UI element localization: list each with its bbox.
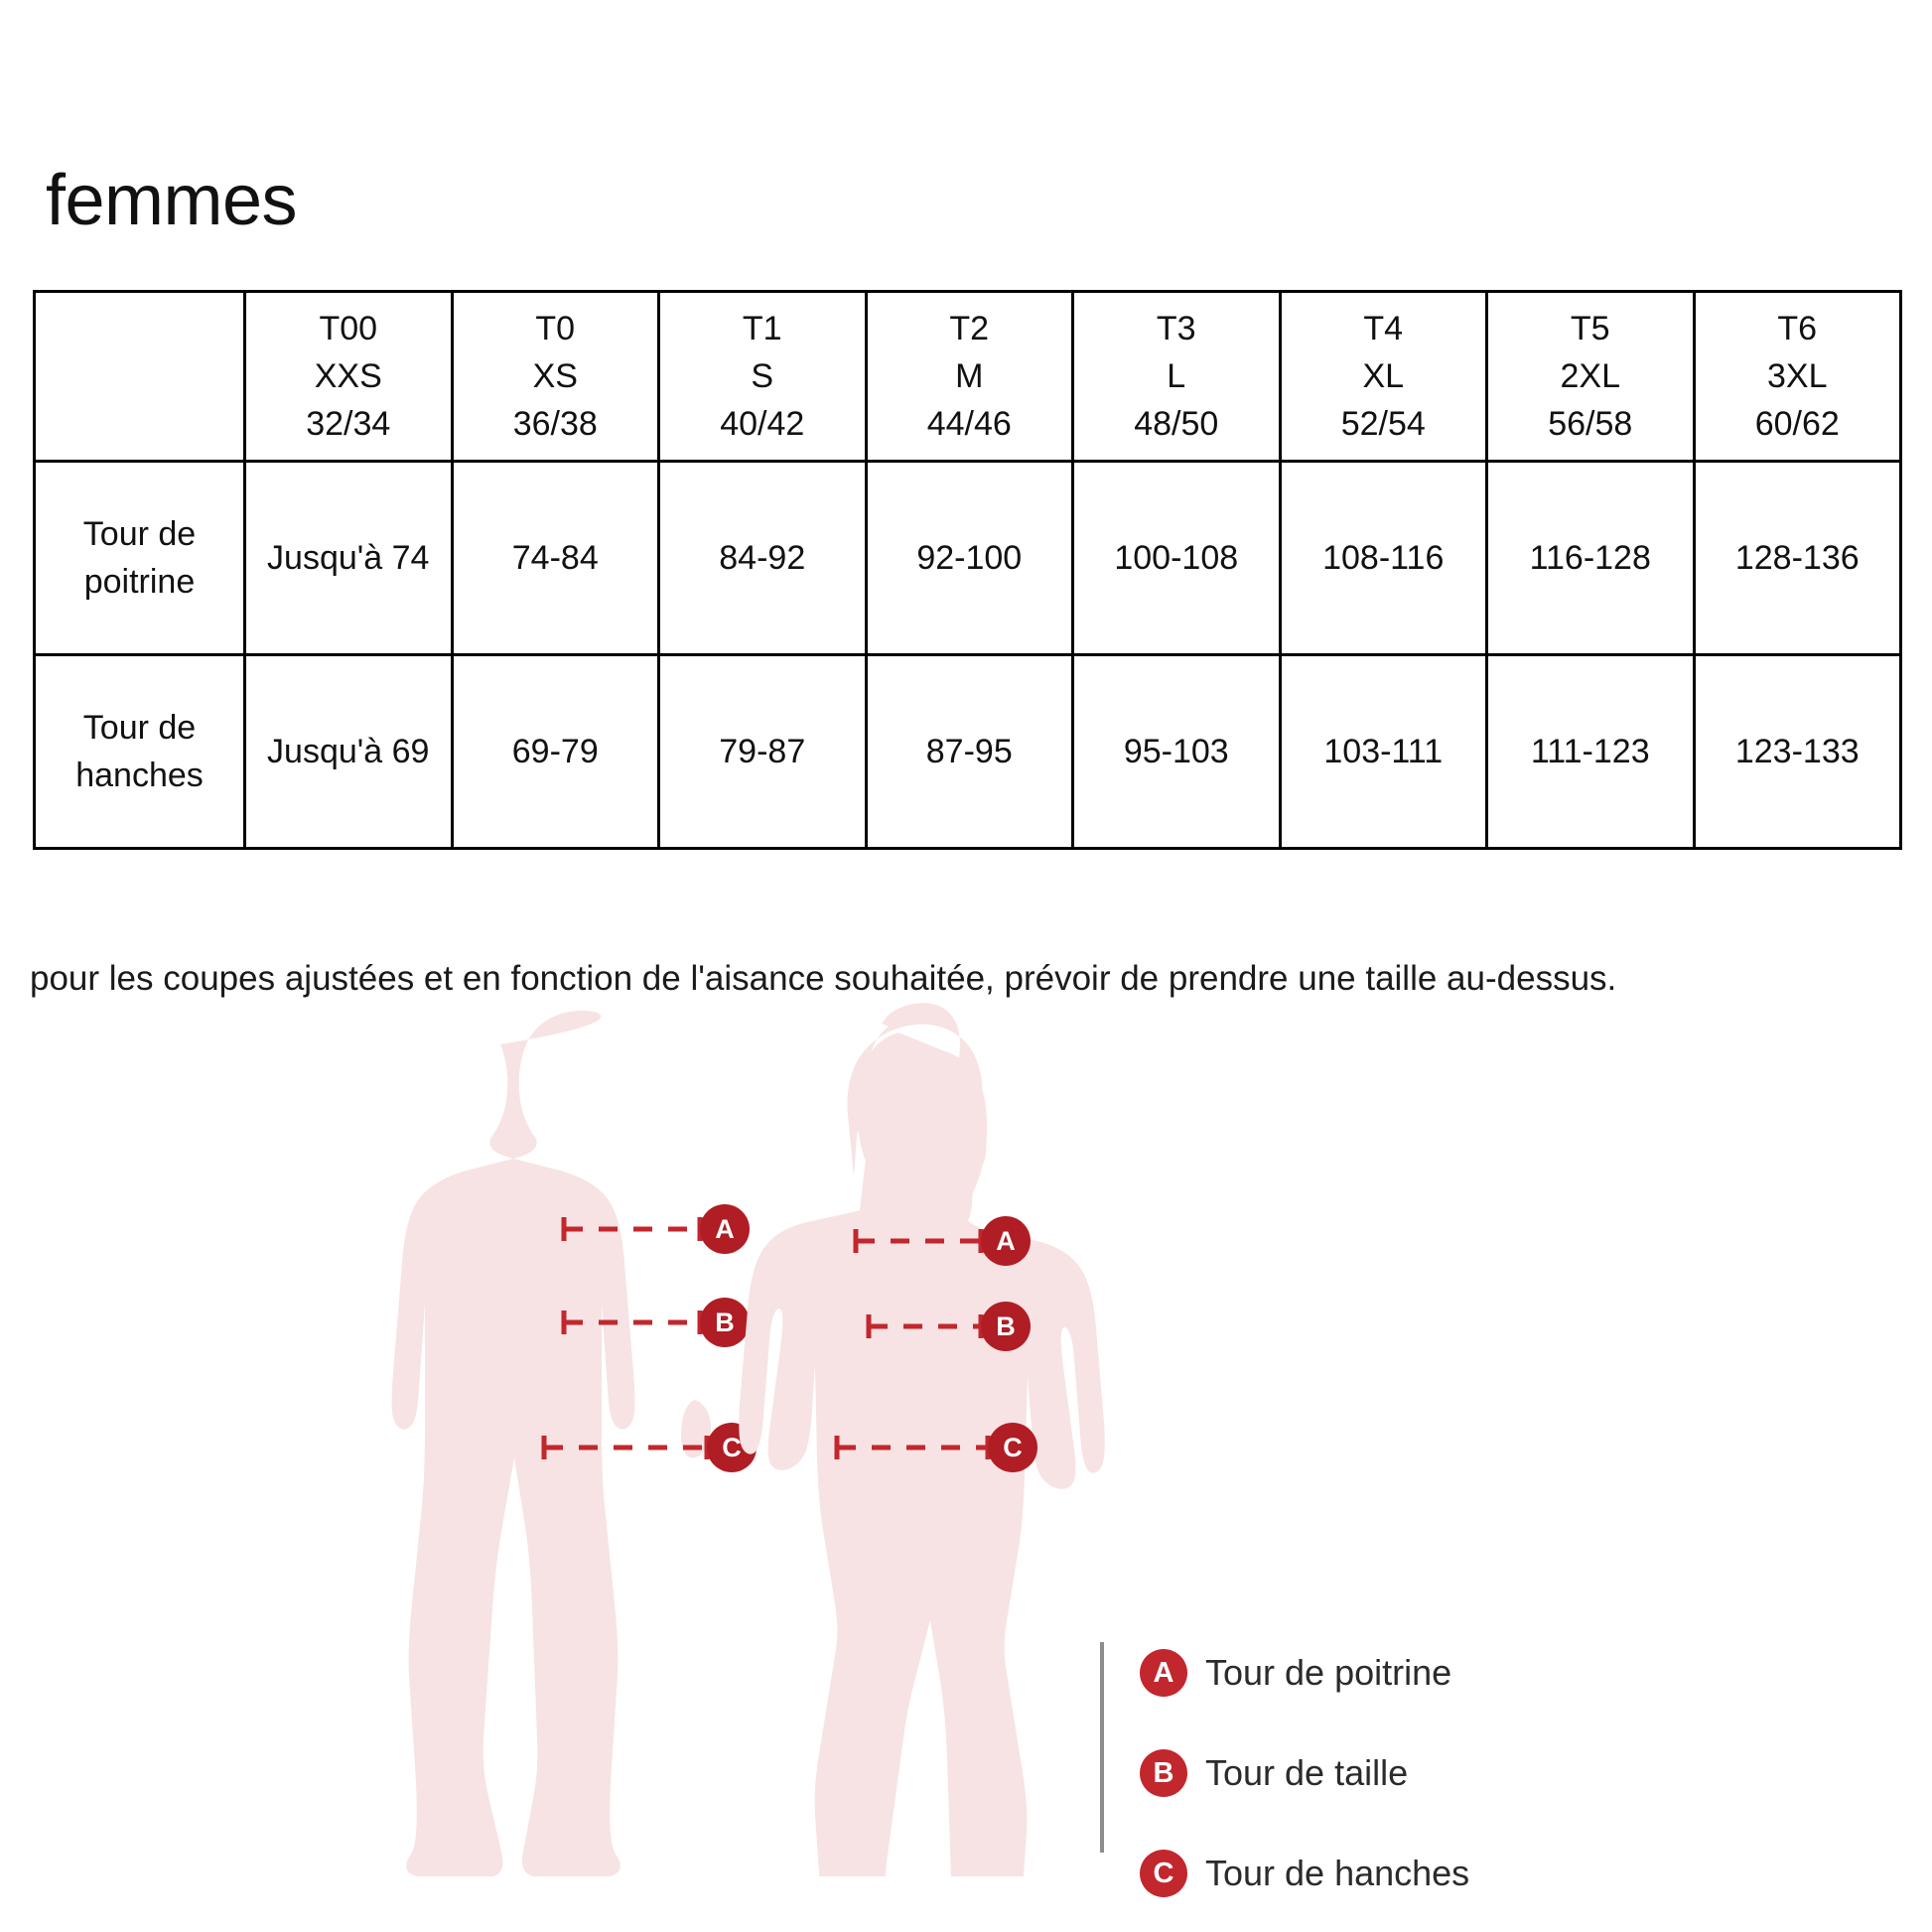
- female-marker-b: B: [866, 1302, 1031, 1351]
- size-numeric: 56/58: [1548, 405, 1633, 444]
- cell-poitrine-t00: Jusqu'à 74: [243, 460, 454, 656]
- male-silhouette-figure: A B C: [391, 1011, 757, 1876]
- male-a-badge-label: A: [715, 1214, 735, 1244]
- size-numeric: 40/42: [720, 405, 805, 444]
- size-letter: L: [1167, 356, 1186, 395]
- size-letter: XL: [1362, 356, 1405, 395]
- female-b-badge-label: B: [996, 1311, 1016, 1341]
- measurement-legend: A Tour de poitrine B Tour de taille C To…: [1100, 1638, 1616, 1908]
- table-header-cell-t3: T3 L 48/50: [1071, 290, 1282, 463]
- size-letter: XXS: [314, 356, 382, 395]
- legend-item-taille: B Tour de taille: [1100, 1738, 1616, 1808]
- size-numeric: 48/50: [1134, 405, 1219, 444]
- table-header-cell-t2: T2 M 44/46: [864, 290, 1074, 463]
- size-letter: 3XL: [1767, 356, 1828, 395]
- female-c-badge-circle: [988, 1423, 1037, 1472]
- legend-badge-a-icon: A: [1140, 1649, 1187, 1697]
- female-c-badge-label: C: [1003, 1433, 1023, 1462]
- size-chart-table: T00 XXS 32/34 T0 XS 36/38 T1 S 40/42 T2 …: [33, 290, 1902, 850]
- legend-item-hanches: C Tour de hanches: [1100, 1839, 1616, 1908]
- size-numeric: 60/62: [1754, 405, 1840, 444]
- male-b-badge-circle: [700, 1298, 750, 1347]
- table-header-row: T00 XXS 32/34 T0 XS 36/38 T1 S 40/42 T2 …: [33, 290, 1902, 463]
- male-a-badge-circle: [700, 1204, 750, 1254]
- female-body-shape: [739, 1033, 1105, 1876]
- male-c-badge-label: C: [722, 1433, 742, 1462]
- female-silhouette-figure: A B C: [739, 1003, 1105, 1876]
- size-code: T0: [535, 309, 576, 347]
- male-hand-detail: [681, 1400, 711, 1458]
- size-letter: S: [751, 356, 774, 395]
- cell-poitrine-t3: 100-108: [1071, 460, 1282, 656]
- cell-poitrine-t5: 116-128: [1485, 460, 1696, 656]
- legend-label-hanches: Tour de hanches: [1205, 1853, 1470, 1893]
- legend-label-poitrine: Tour de poitrine: [1205, 1652, 1452, 1693]
- cell-hanches-t00: Jusqu'à 69: [243, 653, 454, 850]
- table-corner-cell: [33, 290, 246, 463]
- cell-poitrine-t4: 108-116: [1278, 460, 1488, 656]
- male-b-badge-label: B: [715, 1308, 735, 1337]
- size-code: T3: [1156, 309, 1196, 347]
- legend-label-taille: Tour de taille: [1205, 1752, 1409, 1793]
- size-code: T5: [1570, 309, 1610, 347]
- cell-hanches-t4: 103-111: [1278, 653, 1488, 850]
- female-a-badge-label: A: [996, 1226, 1016, 1256]
- table-note-text: pour les coupes ajustées et en fonction …: [30, 959, 1617, 998]
- size-numeric: 32/34: [306, 405, 391, 444]
- legend-divider-line: [1100, 1642, 1104, 1853]
- cell-poitrine-t0: 74-84: [450, 460, 660, 656]
- cell-hanches-t1: 79-87: [657, 653, 868, 850]
- table-header-cell-t4: T4 XL 52/54: [1278, 290, 1488, 463]
- male-marker-b: B: [561, 1298, 750, 1347]
- female-marker-c: C: [834, 1423, 1037, 1472]
- size-code: T2: [949, 309, 990, 347]
- size-code: T4: [1363, 309, 1404, 347]
- size-numeric: 52/54: [1340, 405, 1426, 444]
- size-code: T00: [319, 309, 378, 347]
- table-row-poitrine: Tour de poitrine Jusqu'à 74 74-84 84-92 …: [33, 460, 1902, 656]
- row-label-hanches: Tour de hanches: [33, 653, 246, 850]
- row-label-poitrine: Tour de poitrine: [33, 460, 246, 656]
- size-numeric: 44/46: [926, 405, 1012, 444]
- size-letter: 2XL: [1560, 356, 1621, 395]
- male-body-shape: [391, 1011, 635, 1876]
- cell-poitrine-t2: 92-100: [864, 460, 1074, 656]
- legend-item-poitrine: A Tour de poitrine: [1100, 1638, 1616, 1708]
- cell-poitrine-t1: 84-92: [657, 460, 868, 656]
- cell-hanches-t2: 87-95: [864, 653, 1074, 850]
- cell-hanches-t3: 95-103: [1071, 653, 1282, 850]
- cell-hanches-t0: 69-79: [450, 653, 660, 850]
- size-numeric: 36/38: [512, 405, 598, 444]
- cell-hanches-t6: 123-133: [1692, 653, 1902, 850]
- page-title: femmes: [46, 161, 298, 241]
- female-marker-a: A: [853, 1216, 1031, 1266]
- size-letter: M: [955, 356, 984, 395]
- female-a-badge-circle: [981, 1216, 1031, 1266]
- legend-badge-c-icon: C: [1140, 1850, 1187, 1897]
- table-header-cell-t6: T6 3XL 60/62: [1692, 290, 1902, 463]
- size-letter: XS: [532, 356, 578, 395]
- male-marker-a: A: [561, 1204, 750, 1254]
- table-header-cell-t0: T0 XS 36/38: [450, 290, 660, 463]
- size-code: T6: [1777, 309, 1818, 347]
- female-hair-shape: [847, 1003, 987, 1260]
- legend-badge-b-icon: B: [1140, 1749, 1187, 1797]
- cell-hanches-t5: 111-123: [1485, 653, 1696, 850]
- size-code: T1: [742, 309, 782, 347]
- table-header-cell-t1: T1 S 40/42: [657, 290, 868, 463]
- table-header-cell-t5: T5 2XL 56/58: [1485, 290, 1696, 463]
- table-row-hanches: Tour de hanches Jusqu'à 69 69-79 79-87 8…: [33, 653, 1902, 850]
- measurement-figures: A B C: [0, 1003, 1932, 1876]
- table-header-cell-t00: T00 XXS 32/34: [243, 290, 454, 463]
- size-table-container: T00 XXS 32/34 T0 XS 36/38 T1 S 40/42 T2 …: [33, 290, 1902, 850]
- cell-poitrine-t6: 128-136: [1692, 460, 1902, 656]
- female-b-badge-circle: [981, 1302, 1031, 1351]
